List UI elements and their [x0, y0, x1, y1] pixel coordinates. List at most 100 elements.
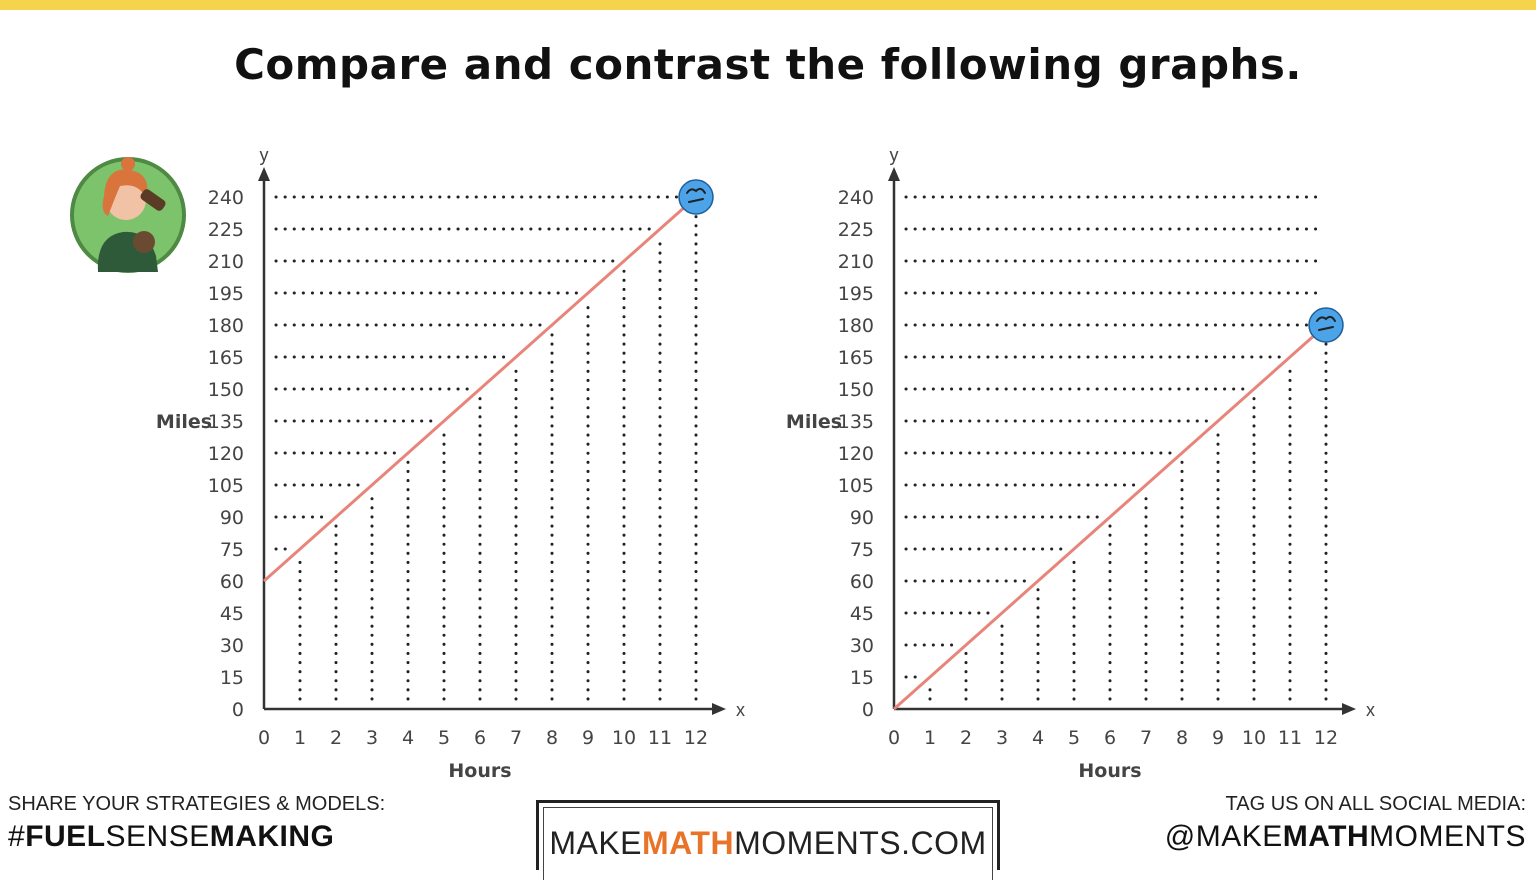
y-tick-label-195: 195: [838, 283, 874, 305]
hashtag-part-sense: SENSE: [106, 820, 210, 853]
x-tick-label-5: 5: [1068, 727, 1080, 749]
car-marker-icon: [1309, 308, 1343, 342]
hashtag-symbol: #: [8, 820, 25, 853]
social-handle[interactable]: @MAKEMATHMOMENTS: [1165, 820, 1526, 854]
logo-part-moments: MOMENTS: [734, 825, 901, 861]
x-axis-letter: x: [736, 700, 745, 720]
x-tick-label-4: 4: [1032, 727, 1044, 749]
y-tick-label-90: 90: [850, 507, 874, 529]
x-tick-label-4: 4: [402, 727, 414, 749]
y-tick-label-45: 45: [220, 603, 244, 625]
handle-at-symbol: @: [1165, 820, 1196, 853]
y-tick-label-135: 135: [838, 411, 874, 433]
x-tick-label-9: 9: [1212, 727, 1224, 749]
y-tick-label-0: 0: [862, 699, 874, 721]
y-tick-label-165: 165: [208, 347, 244, 369]
x-tick-label-0: 0: [258, 727, 270, 749]
y-tick-label-195: 195: [208, 283, 244, 305]
y-tick-label-120: 120: [838, 443, 874, 465]
x-tick-label-1: 1: [294, 727, 306, 749]
x-tick-label-11: 11: [1278, 727, 1302, 749]
y-axis-title: Miles: [786, 411, 842, 433]
y-axis-title: Miles: [156, 411, 212, 433]
x-tick-label-2: 2: [330, 727, 342, 749]
x-tick-label-5: 5: [438, 727, 450, 749]
social-tag-block: TAG US ON ALL SOCIAL MEDIA: @MAKEMATHMOM…: [1165, 793, 1526, 854]
share-strategies-block: SHARE YOUR STRATEGIES & MODELS: #FUELSEN…: [8, 793, 385, 854]
y-tick-label-240: 240: [208, 187, 244, 209]
x-axis-title: Hours: [1078, 760, 1141, 782]
y-axis-arrow: [888, 167, 900, 181]
hashtag-part-fuel: FUEL: [25, 820, 105, 853]
logo-part-com: .COM: [901, 825, 987, 861]
y-tick-label-225: 225: [838, 219, 874, 241]
page-title: Compare and contrast the following graph…: [0, 40, 1536, 89]
y-tick-label-45: 45: [850, 603, 874, 625]
x-axis-arrow: [712, 703, 726, 715]
chart-right: xy01530456075901051201351501651801952102…: [750, 130, 1390, 790]
y-tick-label-105: 105: [208, 475, 244, 497]
y-axis-letter: y: [890, 145, 899, 165]
x-tick-label-11: 11: [648, 727, 672, 749]
social-caption: TAG US ON ALL SOCIAL MEDIA:: [1165, 793, 1526, 816]
y-tick-label-210: 210: [838, 251, 874, 273]
website-logo-box[interactable]: MAKEMATHMOMENTS.COM: [536, 800, 1000, 870]
y-tick-label-240: 240: [838, 187, 874, 209]
x-tick-label-2: 2: [960, 727, 972, 749]
y-tick-label-180: 180: [208, 315, 244, 337]
y-tick-label-180: 180: [838, 315, 874, 337]
y-tick-label-75: 75: [850, 539, 874, 561]
x-axis-arrow: [1342, 703, 1356, 715]
fuelsensemaking-hashtag[interactable]: #FUELSENSEMAKING: [8, 820, 385, 854]
y-tick-label-75: 75: [220, 539, 244, 561]
y-tick-label-60: 60: [850, 571, 874, 593]
x-tick-label-3: 3: [366, 727, 378, 749]
x-tick-label-10: 10: [1242, 727, 1266, 749]
y-tick-label-15: 15: [850, 667, 874, 689]
handle-part-math: MATH: [1283, 820, 1369, 853]
x-tick-label-12: 12: [1314, 727, 1338, 749]
x-tick-label-3: 3: [996, 727, 1008, 749]
x-tick-label-10: 10: [612, 727, 636, 749]
y-tick-label-60: 60: [220, 571, 244, 593]
x-tick-label-12: 12: [684, 727, 708, 749]
handle-part-make: MAKE: [1196, 820, 1283, 853]
hashtag-part-making: MAKING: [210, 820, 335, 853]
share-caption: SHARE YOUR STRATEGIES & MODELS:: [8, 793, 385, 816]
x-tick-label-8: 8: [1176, 727, 1188, 749]
x-tick-label-7: 7: [510, 727, 522, 749]
y-tick-label-105: 105: [838, 475, 874, 497]
x-tick-label-7: 7: [1140, 727, 1152, 749]
y-tick-label-225: 225: [208, 219, 244, 241]
y-axis-letter: y: [260, 145, 269, 165]
x-axis-title: Hours: [448, 760, 511, 782]
data-line: [894, 325, 1326, 709]
y-tick-label-30: 30: [220, 635, 244, 657]
y-tick-label-165: 165: [838, 347, 874, 369]
logo-part-math: MATH: [642, 825, 734, 861]
handle-part-moments: MOMENTS: [1369, 820, 1526, 853]
y-tick-label-15: 15: [220, 667, 244, 689]
x-tick-label-9: 9: [582, 727, 594, 749]
data-line: [264, 197, 696, 581]
y-tick-label-150: 150: [838, 379, 874, 401]
car-marker-icon: [679, 180, 713, 214]
x-tick-label-8: 8: [546, 727, 558, 749]
x-tick-label-0: 0: [888, 727, 900, 749]
y-axis-arrow: [258, 167, 270, 181]
website-logo-text: MAKEMATHMOMENTS.COM: [539, 825, 997, 862]
logo-part-make: MAKE: [549, 825, 642, 861]
y-tick-label-135: 135: [208, 411, 244, 433]
y-tick-label-0: 0: [232, 699, 244, 721]
x-tick-label-6: 6: [1104, 727, 1116, 749]
y-tick-label-90: 90: [220, 507, 244, 529]
y-tick-label-150: 150: [208, 379, 244, 401]
y-tick-label-120: 120: [208, 443, 244, 465]
x-tick-label-6: 6: [474, 727, 486, 749]
y-tick-label-30: 30: [850, 635, 874, 657]
top-accent-bar: [0, 0, 1536, 10]
x-axis-letter: x: [1366, 700, 1375, 720]
y-tick-label-210: 210: [208, 251, 244, 273]
x-tick-label-1: 1: [924, 727, 936, 749]
chart-left: xy01530456075901051201351501651801952102…: [120, 130, 760, 790]
